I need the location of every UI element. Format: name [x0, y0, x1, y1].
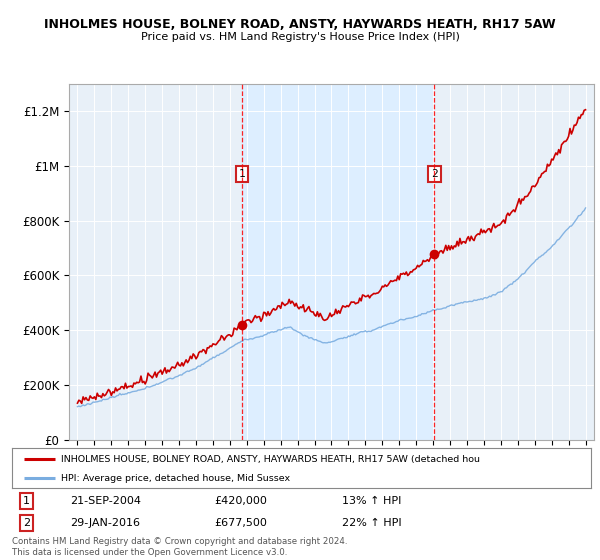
- Text: INHOLMES HOUSE, BOLNEY ROAD, ANSTY, HAYWARDS HEATH, RH17 5AW: INHOLMES HOUSE, BOLNEY ROAD, ANSTY, HAYW…: [44, 18, 556, 31]
- Text: INHOLMES HOUSE, BOLNEY ROAD, ANSTY, HAYWARDS HEATH, RH17 5AW (detached hou: INHOLMES HOUSE, BOLNEY ROAD, ANSTY, HAYW…: [61, 455, 480, 464]
- Text: 29-JAN-2016: 29-JAN-2016: [70, 518, 140, 528]
- Text: 2: 2: [23, 518, 30, 528]
- Bar: [242, 84, 434, 440]
- Text: 13% ↑ HPI: 13% ↑ HPI: [342, 496, 401, 506]
- Text: HPI: Average price, detached house, Mid Sussex: HPI: Average price, detached house, Mid …: [61, 474, 290, 483]
- Text: £677,500: £677,500: [215, 518, 268, 528]
- Text: 2: 2: [431, 169, 438, 179]
- Text: Price paid vs. HM Land Registry's House Price Index (HPI): Price paid vs. HM Land Registry's House …: [140, 32, 460, 43]
- Text: £420,000: £420,000: [215, 496, 268, 506]
- Text: 21-SEP-2004: 21-SEP-2004: [70, 496, 141, 506]
- Text: This data is licensed under the Open Government Licence v3.0.: This data is licensed under the Open Gov…: [12, 548, 287, 557]
- Text: Contains HM Land Registry data © Crown copyright and database right 2024.: Contains HM Land Registry data © Crown c…: [12, 537, 347, 546]
- Text: 1: 1: [239, 169, 245, 179]
- Text: 22% ↑ HPI: 22% ↑ HPI: [342, 518, 401, 528]
- Text: 1: 1: [23, 496, 30, 506]
